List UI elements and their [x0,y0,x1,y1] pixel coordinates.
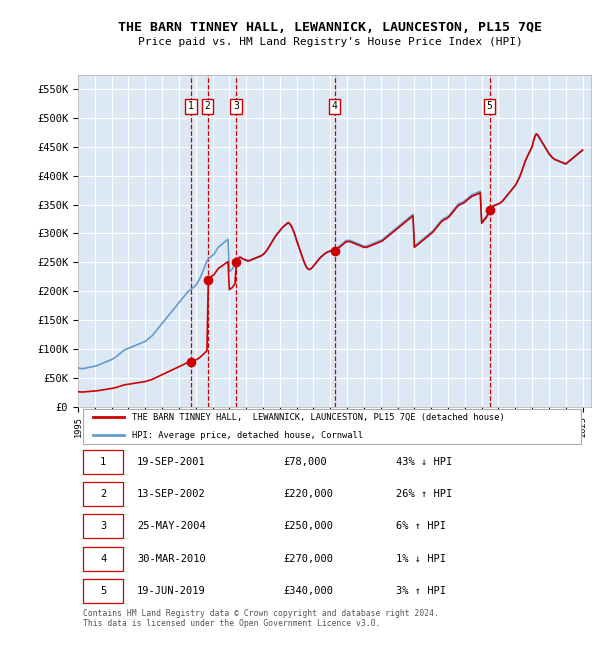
FancyBboxPatch shape [83,482,123,506]
Text: 3: 3 [100,521,106,532]
Text: £220,000: £220,000 [283,489,333,499]
Text: THE BARN TINNEY HALL,  LEWANNICK, LAUNCESTON, PL15 7QE (detached house): THE BARN TINNEY HALL, LEWANNICK, LAUNCES… [132,413,505,422]
FancyBboxPatch shape [83,578,123,603]
Text: 2: 2 [205,101,211,111]
Text: 26% ↑ HPI: 26% ↑ HPI [396,489,452,499]
Text: HPI: Average price, detached house, Cornwall: HPI: Average price, detached house, Corn… [132,431,363,439]
FancyBboxPatch shape [83,409,581,444]
Text: £270,000: £270,000 [283,554,333,564]
Text: 3% ↑ HPI: 3% ↑ HPI [396,586,446,596]
Text: 1: 1 [100,457,106,467]
Text: 5: 5 [487,101,493,111]
Text: 4: 4 [332,101,337,111]
Text: 1: 1 [188,101,194,111]
FancyBboxPatch shape [83,514,123,538]
Text: 2: 2 [100,489,106,499]
Text: 6% ↑ HPI: 6% ↑ HPI [396,521,446,532]
Text: 19-SEP-2001: 19-SEP-2001 [137,457,206,467]
Text: 13-SEP-2002: 13-SEP-2002 [137,489,206,499]
Text: 1% ↓ HPI: 1% ↓ HPI [396,554,446,564]
Text: 5: 5 [100,586,106,596]
Text: Price paid vs. HM Land Registry's House Price Index (HPI): Price paid vs. HM Land Registry's House … [137,36,523,47]
Text: £340,000: £340,000 [283,586,333,596]
Text: £78,000: £78,000 [283,457,327,467]
Text: 19-JUN-2019: 19-JUN-2019 [137,586,206,596]
Text: Contains HM Land Registry data © Crown copyright and database right 2024.
This d: Contains HM Land Registry data © Crown c… [83,608,439,628]
Text: 4: 4 [100,554,106,564]
Text: £250,000: £250,000 [283,521,333,532]
Text: 25-MAY-2004: 25-MAY-2004 [137,521,206,532]
Text: 3: 3 [233,101,239,111]
FancyBboxPatch shape [83,450,123,474]
Text: 43% ↓ HPI: 43% ↓ HPI [396,457,452,467]
FancyBboxPatch shape [83,547,123,571]
Text: 30-MAR-2010: 30-MAR-2010 [137,554,206,564]
Text: THE BARN TINNEY HALL, LEWANNICK, LAUNCESTON, PL15 7QE: THE BARN TINNEY HALL, LEWANNICK, LAUNCES… [118,21,542,34]
